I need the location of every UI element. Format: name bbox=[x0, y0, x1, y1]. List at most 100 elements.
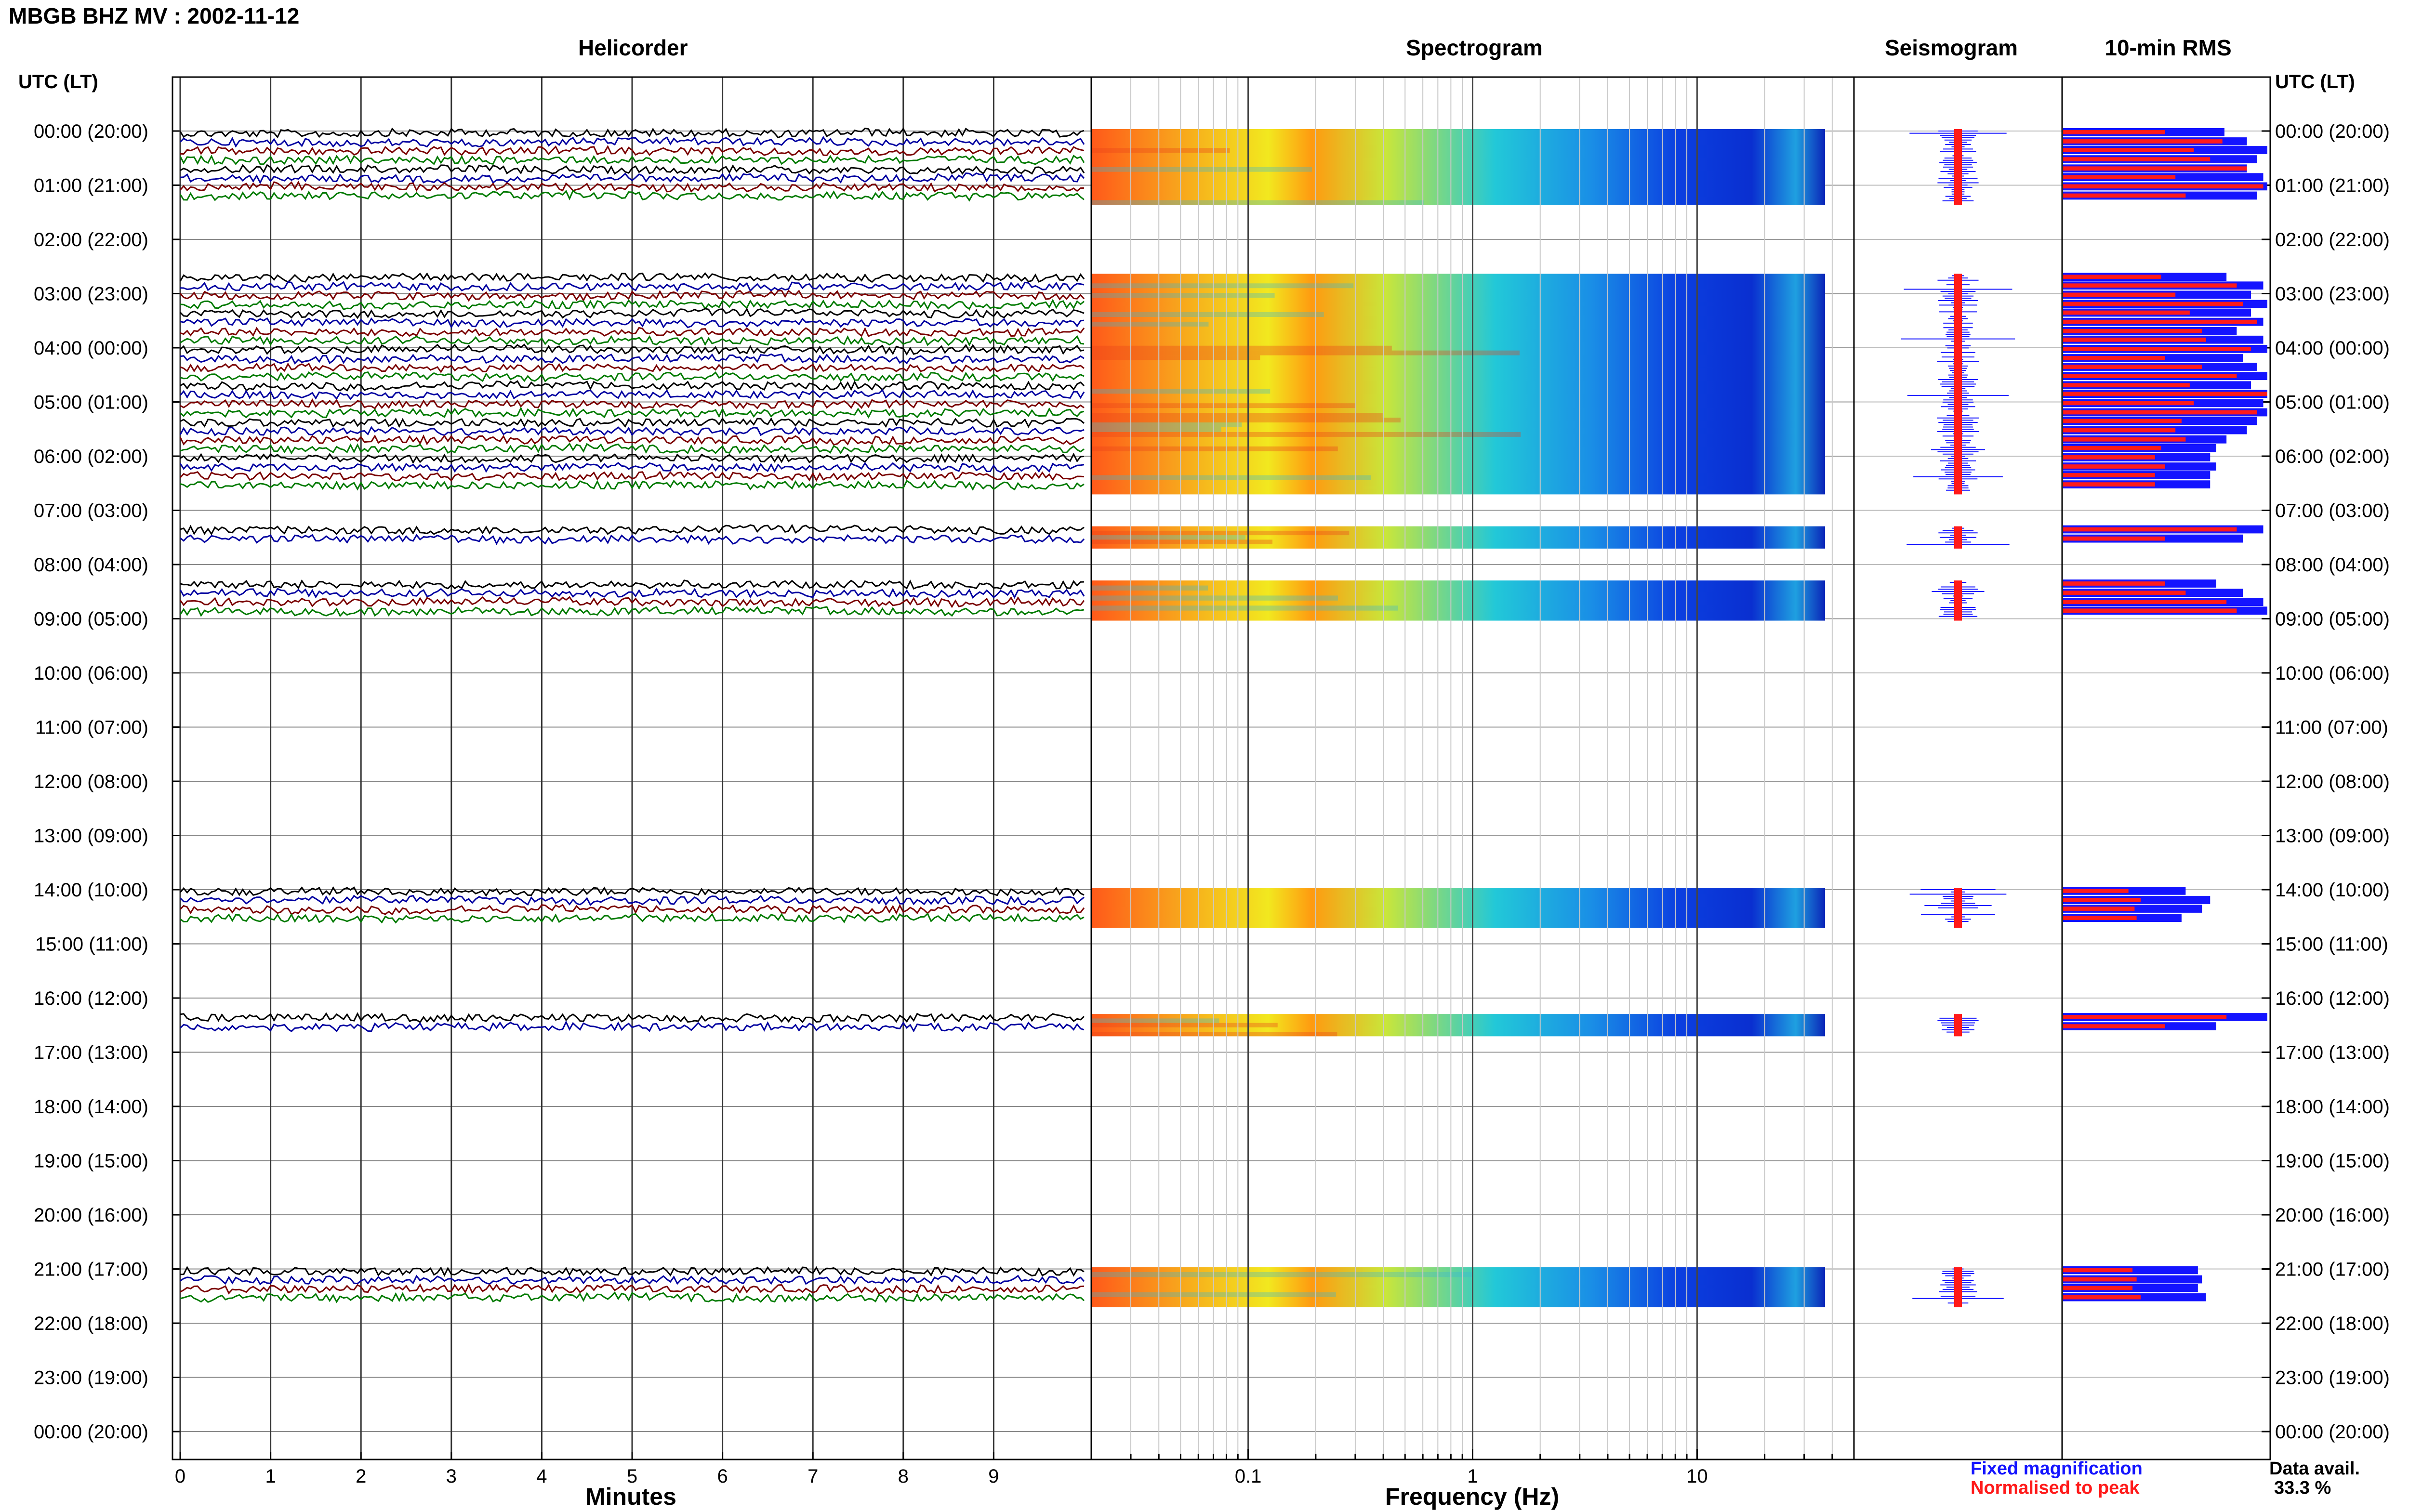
rms-normalised-bar bbox=[2063, 365, 2202, 369]
helicorder-trace bbox=[180, 1275, 1085, 1286]
helicorder-panel-title: Helicorder bbox=[578, 35, 688, 60]
hour-label-right: 12:00 (08:00) bbox=[2275, 771, 2390, 792]
spectrogram-stripe bbox=[1092, 293, 1275, 298]
hour-label-right: 01:00 (21:00) bbox=[2275, 175, 2390, 197]
spectrogram-block bbox=[1092, 129, 1825, 205]
helicorder-trace bbox=[179, 886, 1085, 897]
hour-label-left: 00:00 (20:00) bbox=[34, 121, 148, 142]
helicorder-trace bbox=[180, 299, 1085, 311]
helicorder-trace bbox=[179, 894, 1085, 906]
rms-normalised-bar bbox=[2063, 139, 2223, 144]
helicorder-trace bbox=[179, 189, 1085, 202]
data-availability-value: 33.3 % bbox=[2274, 1478, 2331, 1498]
spectrogram-stripe bbox=[1092, 345, 1392, 351]
rms-normalised-bar bbox=[2063, 527, 2237, 532]
rms-normalised-bar bbox=[2063, 275, 2161, 279]
helicorder-trace bbox=[180, 417, 1085, 428]
seismogram-normalised-trace bbox=[1954, 129, 1962, 205]
spectrogram-stripe bbox=[1092, 605, 1398, 611]
minute-tick-label: 3 bbox=[446, 1466, 457, 1487]
hour-label-right: 17:00 (13:00) bbox=[2275, 1042, 2390, 1064]
rms-normalised-bar bbox=[2063, 175, 2176, 180]
rms-normalised-bar bbox=[2063, 464, 2165, 469]
hour-label-right: 00:00 (20:00) bbox=[2275, 1421, 2390, 1443]
hour-label-right: 19:00 (15:00) bbox=[2275, 1151, 2390, 1172]
helicorder-trace bbox=[180, 327, 1085, 337]
spectrogram-stripe bbox=[1092, 355, 1260, 360]
hour-label-left: 05:00 (01:00) bbox=[34, 392, 148, 413]
seismogram-panel-title: Seismogram bbox=[1884, 35, 2018, 60]
hour-label-right: 03:00 (23:00) bbox=[2275, 284, 2390, 305]
spectrogram-stripe bbox=[1092, 1018, 1219, 1023]
helicorder-trace bbox=[180, 452, 1085, 464]
spectrogram-stripe bbox=[1092, 1292, 1336, 1298]
spectrogram-stripe bbox=[1092, 148, 1230, 153]
hour-label-right: 21:00 (17:00) bbox=[2275, 1259, 2390, 1280]
rms-normalised-bar bbox=[2063, 482, 2155, 486]
rms-normalised-bar bbox=[2063, 1286, 2133, 1290]
helicorder-trace bbox=[179, 272, 1085, 283]
helicorder-trace bbox=[180, 912, 1085, 924]
hour-label-left: 17:00 (13:00) bbox=[34, 1042, 148, 1064]
helicorder-trace bbox=[179, 307, 1085, 319]
hour-label-right: 09:00 (05:00) bbox=[2275, 609, 2390, 630]
helicorder-trace bbox=[179, 605, 1085, 618]
helicorder-trace bbox=[180, 317, 1085, 329]
spectrogram-stripe bbox=[1092, 1272, 1472, 1277]
rms-normalised-bar bbox=[2063, 608, 2237, 613]
helicorder-trace bbox=[179, 1020, 1085, 1033]
hour-label-right: 23:00 (19:00) bbox=[2275, 1367, 2390, 1389]
hour-label-right: 20:00 (16:00) bbox=[2275, 1205, 2390, 1226]
spectrogram-stripe bbox=[1092, 535, 1246, 540]
spectrogram-stripe bbox=[1092, 350, 1520, 355]
frequency-tick-label: 0.1 bbox=[1235, 1466, 1262, 1487]
helicorder-trace bbox=[180, 398, 1085, 409]
rms-normalised-bar bbox=[2063, 591, 2186, 595]
rms-normalised-bar bbox=[2063, 600, 2227, 605]
helicorder-trace bbox=[180, 145, 1085, 157]
spectrogram-x-axis-title: Frequency (Hz) bbox=[1385, 1483, 1560, 1510]
seismogram-normalised-trace bbox=[1954, 526, 1962, 549]
spectrogram-stripe bbox=[1092, 389, 1271, 394]
seismogram-normalised-trace bbox=[1954, 580, 1962, 621]
minute-tick-label: 5 bbox=[627, 1466, 637, 1487]
spectrogram-stripe bbox=[1092, 585, 1208, 591]
spectrogram-stripe bbox=[1092, 530, 1350, 536]
hour-label-right: 05:00 (01:00) bbox=[2275, 392, 2390, 413]
hour-label-right: 14:00 (10:00) bbox=[2275, 880, 2390, 901]
seismogram-normalised-trace bbox=[1954, 274, 1962, 495]
helicorder-trace bbox=[180, 534, 1085, 545]
legend-normalised-to-peak: Normalised to peak bbox=[1971, 1478, 2140, 1498]
spectrogram-panel-title: Spectrogram bbox=[1406, 35, 1543, 60]
helicorder-trace bbox=[179, 181, 1085, 193]
rms-normalised-bar bbox=[2063, 401, 2194, 406]
spectrogram-stripe bbox=[1092, 539, 1273, 544]
rms-normalised-bar bbox=[2063, 889, 2129, 893]
legend-fixed-magnification: Fixed magnification bbox=[1971, 1459, 2143, 1479]
helicorder-trace bbox=[179, 587, 1085, 599]
hour-label-left: 22:00 (18:00) bbox=[34, 1313, 148, 1334]
rms-normalised-bar bbox=[2063, 581, 2165, 586]
helicorder-trace bbox=[180, 479, 1085, 491]
spectrogram-stripe bbox=[1092, 475, 1371, 480]
rms-normalised-bar bbox=[2063, 392, 2267, 396]
rms-normalised-bar bbox=[2063, 1268, 2133, 1273]
helicorder-trace bbox=[180, 281, 1085, 292]
spectrogram-stripe bbox=[1092, 446, 1338, 451]
helicorder-trace bbox=[180, 579, 1085, 590]
minute-tick-label: 9 bbox=[988, 1466, 999, 1487]
helicorder-trace bbox=[180, 442, 1085, 455]
rms-normalised-bar bbox=[2063, 347, 2251, 351]
hour-label-left: 09:00 (05:00) bbox=[34, 609, 148, 630]
rms-normalised-bar bbox=[2063, 898, 2141, 902]
hour-label-left: 20:00 (16:00) bbox=[34, 1205, 148, 1226]
spectrogram-stripe bbox=[1092, 283, 1354, 289]
rms-normalised-bar bbox=[2063, 166, 2247, 171]
hour-label-right: 10:00 (06:00) bbox=[2275, 663, 2390, 684]
hour-label-left: 18:00 (14:00) bbox=[34, 1096, 148, 1118]
rms-normalised-bar bbox=[2063, 302, 2243, 306]
helicorder-trace bbox=[179, 154, 1085, 165]
frequency-tick-label: 10 bbox=[1686, 1466, 1708, 1487]
hour-label-left: 21:00 (17:00) bbox=[34, 1259, 148, 1280]
